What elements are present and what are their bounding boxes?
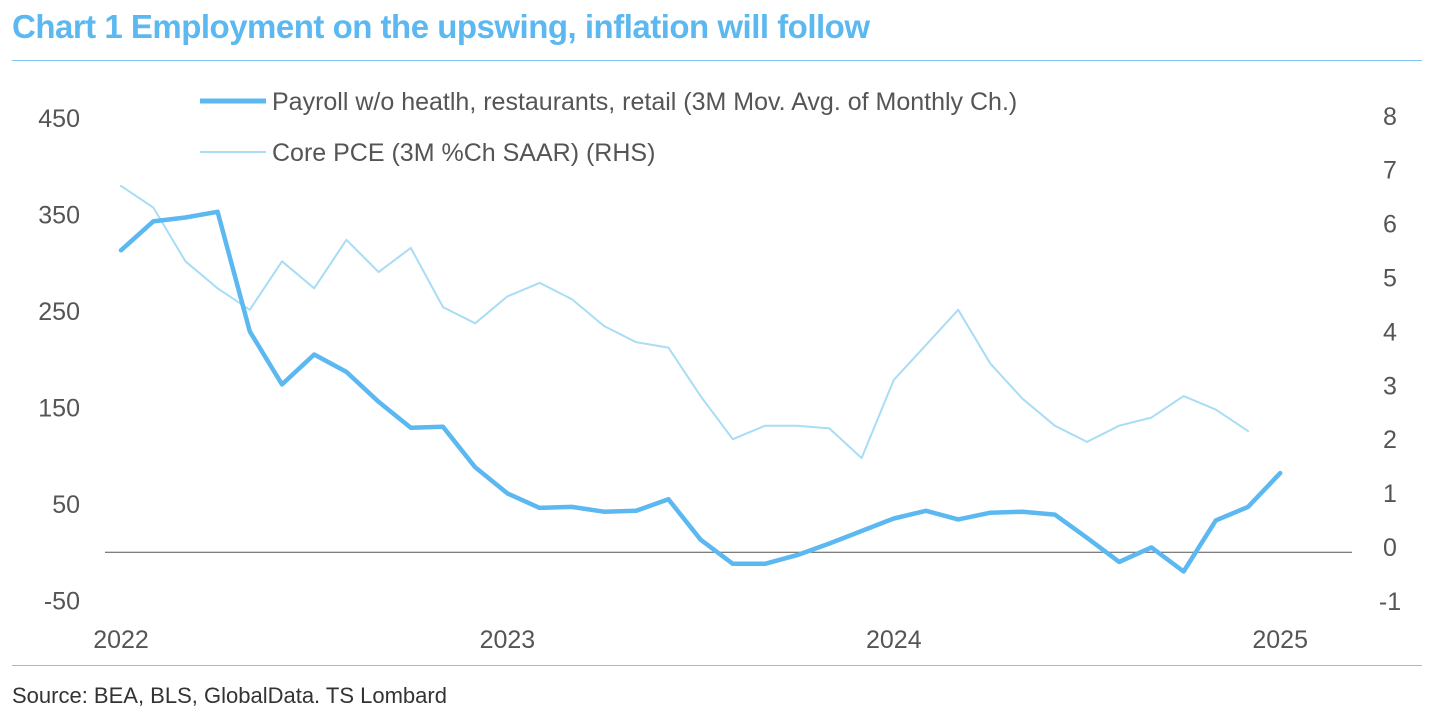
y-left-tick-label: 250 xyxy=(38,298,80,326)
y-left-tick-label: 50 xyxy=(52,491,80,519)
legend-label: Core PCE (3M %Ch SAAR) (RHS) xyxy=(272,139,655,167)
legend-item-core-pce: Core PCE (3M %Ch SAAR) (RHS) xyxy=(200,139,655,167)
y-right-tick-label: 7 xyxy=(1383,157,1397,185)
y-right-tick-label: 0 xyxy=(1383,534,1397,562)
y-right-tick-label: 6 xyxy=(1383,211,1397,239)
y-right-tick-label: 4 xyxy=(1383,318,1397,346)
y-left-tick-label: 350 xyxy=(38,202,80,230)
y-right-tick-label: 8 xyxy=(1383,103,1397,131)
legend-item-payroll: Payroll w/o heatlh, restaurants, retail … xyxy=(200,88,1017,116)
y-right-tick-label: 5 xyxy=(1383,265,1397,293)
x-tick-label: 2022 xyxy=(93,626,149,654)
bottom-rule xyxy=(12,665,1422,666)
y-left-tick-label: 450 xyxy=(38,105,80,133)
y-right-tick-label: -1 xyxy=(1379,588,1401,616)
series-line-payroll xyxy=(118,209,1283,574)
x-tick-label: 2025 xyxy=(1252,626,1308,654)
y-right-tick-label: 2 xyxy=(1383,426,1397,454)
y-left-tick-label: -50 xyxy=(44,587,80,615)
source-note: Source: BEA, BLS, GlobalData. TS Lombard xyxy=(12,683,447,708)
top-rule xyxy=(12,60,1422,61)
chart-title: Chart 1 Employment on the upswing, infla… xyxy=(12,8,870,45)
x-tick-label: 2024 xyxy=(866,626,922,654)
x-tick-label: 2023 xyxy=(480,626,536,654)
series-line-core-pce xyxy=(120,184,1249,460)
y-right-tick-label: 3 xyxy=(1383,372,1397,400)
y-left-tick-label: 150 xyxy=(38,395,80,423)
y-right-tick-label: 1 xyxy=(1383,480,1397,508)
legend-label: Payroll w/o heatlh, restaurants, retail … xyxy=(272,88,1017,116)
